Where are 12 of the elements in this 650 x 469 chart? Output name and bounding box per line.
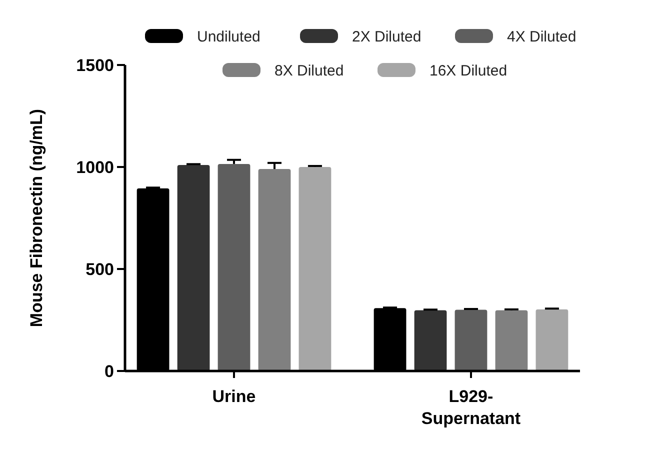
y-tick-label: 1000 (76, 158, 114, 177)
x-tick-label: L929-Supernatant (421, 387, 521, 428)
y-tick-label: 1500 (76, 56, 114, 75)
y-tick-label: 500 (86, 260, 114, 279)
legend-label: Undiluted (197, 28, 260, 46)
y-axis-title: Mouse Fibronectin (ng/mL) (27, 108, 46, 328)
legend-label: 8X Diluted (274, 62, 344, 80)
legend-label: 16X Diluted (430, 62, 508, 80)
legend-label: 2X Diluted (352, 28, 422, 46)
y-tick-label: 0 (104, 362, 114, 381)
x-tick-label: Urine (212, 387, 256, 406)
legend-label: 4X Diluted (507, 28, 576, 46)
